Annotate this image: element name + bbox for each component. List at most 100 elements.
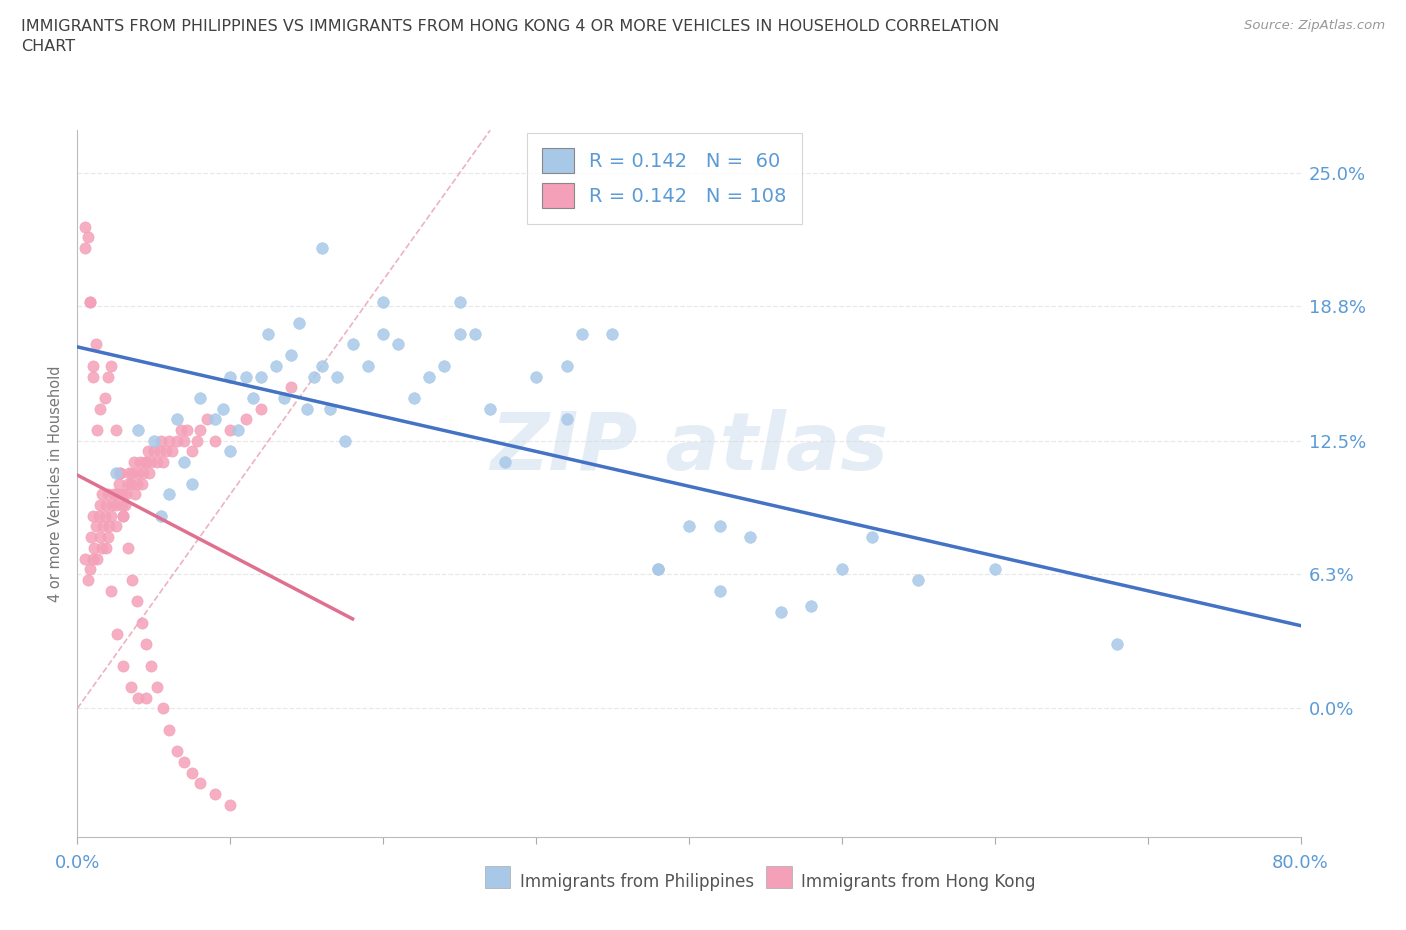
Point xyxy=(100,509,122,524)
Point xyxy=(418,369,440,384)
Point xyxy=(89,530,111,545)
Point xyxy=(127,690,149,705)
Point xyxy=(907,573,929,588)
Point xyxy=(104,519,127,534)
Point xyxy=(120,476,142,491)
Point xyxy=(181,765,204,780)
Point xyxy=(188,391,211,405)
Point xyxy=(647,562,669,577)
Point xyxy=(77,573,100,588)
Point xyxy=(135,690,157,705)
Point xyxy=(120,680,142,695)
Point xyxy=(219,444,242,458)
Point xyxy=(121,465,143,480)
Text: Immigrants from Hong Kong: Immigrants from Hong Kong xyxy=(801,872,1036,891)
Point xyxy=(105,626,128,641)
Point xyxy=(555,358,578,373)
Point xyxy=(188,422,211,437)
Point xyxy=(79,294,101,309)
Point xyxy=(112,509,135,524)
Point xyxy=(176,422,198,437)
Point xyxy=(273,391,295,405)
Text: ZIP atlas: ZIP atlas xyxy=(489,409,889,487)
Point xyxy=(94,391,117,405)
Point xyxy=(204,412,226,427)
Point xyxy=(170,422,193,437)
Point xyxy=(195,412,218,427)
Point xyxy=(146,680,169,695)
Point xyxy=(108,465,131,480)
Point xyxy=(204,433,226,448)
Point xyxy=(288,315,311,330)
Point xyxy=(709,519,731,534)
Point xyxy=(166,412,188,427)
Point xyxy=(1107,637,1129,652)
Point xyxy=(740,530,762,545)
Point xyxy=(79,294,101,309)
Point xyxy=(82,369,104,384)
Point xyxy=(769,604,792,619)
Point xyxy=(709,583,731,598)
Point xyxy=(111,498,134,512)
Point xyxy=(155,444,177,458)
Point xyxy=(602,326,624,341)
Point xyxy=(479,401,502,416)
Point xyxy=(142,433,165,448)
Point xyxy=(90,487,112,502)
Point xyxy=(173,754,195,769)
Point xyxy=(127,422,149,437)
Point xyxy=(104,422,127,437)
Point xyxy=(150,509,173,524)
Point xyxy=(464,326,486,341)
Point xyxy=(173,433,195,448)
Point xyxy=(250,401,273,416)
Point xyxy=(122,455,145,470)
Point xyxy=(295,401,318,416)
Point xyxy=(73,219,96,234)
Y-axis label: 4 or more Vehicles in Household: 4 or more Vehicles in Household xyxy=(48,365,63,602)
Point xyxy=(142,444,165,458)
Point xyxy=(118,465,141,480)
Point xyxy=(831,562,853,577)
Point xyxy=(280,379,302,394)
Point xyxy=(235,369,257,384)
Point xyxy=(112,487,135,502)
Point xyxy=(181,444,204,458)
Point xyxy=(89,401,111,416)
Point xyxy=(134,455,156,470)
Point xyxy=(82,551,104,566)
Point xyxy=(135,455,157,470)
Point xyxy=(800,598,823,613)
Point xyxy=(402,391,425,405)
Point xyxy=(311,241,333,256)
Point xyxy=(188,776,211,790)
Point xyxy=(131,616,153,631)
Point xyxy=(100,583,122,598)
Point xyxy=(157,487,180,502)
Point xyxy=(433,358,456,373)
Point xyxy=(371,294,394,309)
Point xyxy=(73,241,96,256)
Point xyxy=(242,391,264,405)
Point xyxy=(104,465,127,480)
Point xyxy=(77,230,100,245)
Point xyxy=(79,562,101,577)
Point xyxy=(94,509,117,524)
Point xyxy=(105,487,128,502)
Point xyxy=(138,465,160,480)
Point xyxy=(97,487,120,502)
Point xyxy=(149,444,172,458)
Point xyxy=(166,744,188,759)
Point xyxy=(250,369,273,384)
Point xyxy=(311,358,333,373)
Point xyxy=(449,326,471,341)
Point xyxy=(257,326,280,341)
Point xyxy=(96,498,118,512)
Point xyxy=(127,465,149,480)
Point xyxy=(211,401,233,416)
Point xyxy=(101,498,124,512)
Point xyxy=(129,455,152,470)
Point xyxy=(124,487,146,502)
Point xyxy=(112,658,135,673)
Point xyxy=(82,509,104,524)
